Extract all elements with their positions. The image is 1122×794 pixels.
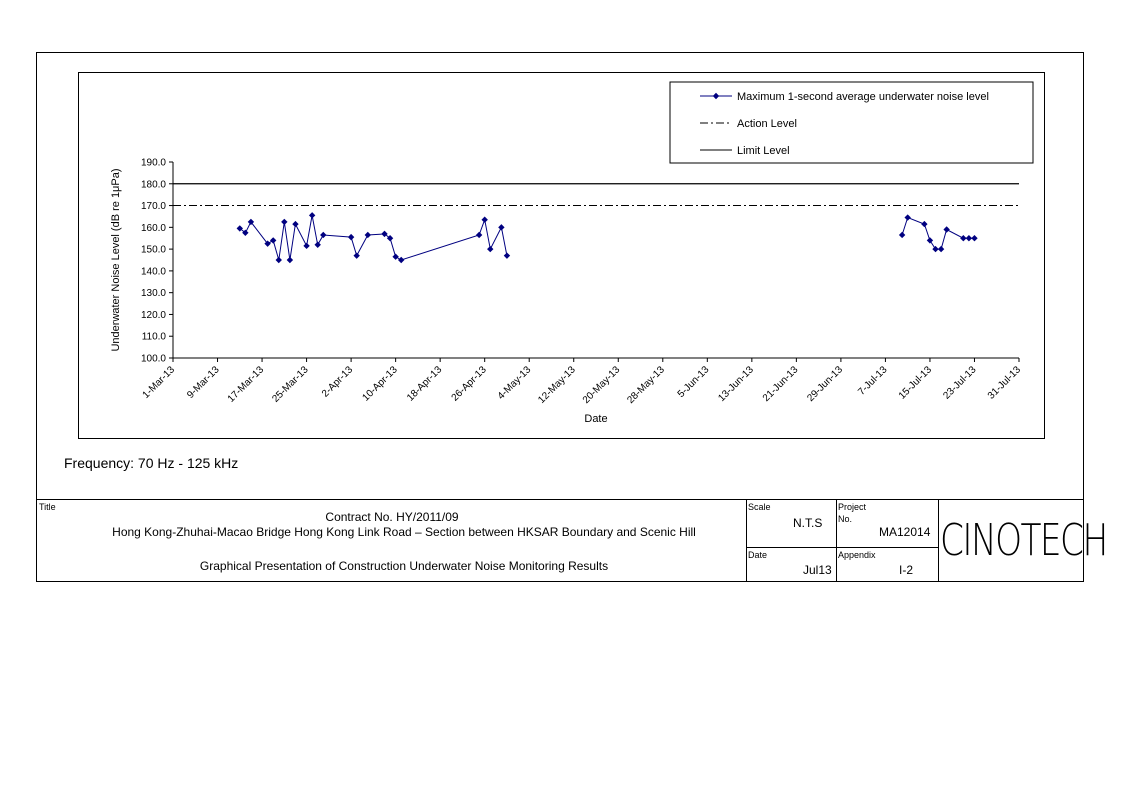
frequency-note: Frequency: 70 Hz - 125 kHz [64, 455, 239, 471]
y-tick-label: 180.0 [141, 179, 166, 190]
data-point [236, 225, 243, 232]
data-point [498, 224, 505, 231]
y-tick-label: 100.0 [141, 354, 166, 365]
x-tick-label: 28-May-13 [625, 364, 667, 406]
data-point [898, 231, 906, 239]
data-point [320, 231, 327, 239]
x-tick-label: 23-Jul-13 [941, 364, 979, 402]
scale-value: N.T.S [793, 516, 823, 530]
x-tick-label: 15-Jul-13 [897, 364, 935, 402]
y-tick-label: 160.0 [141, 223, 166, 234]
divider [746, 547, 938, 548]
y-tick-label: 150.0 [141, 245, 166, 256]
data-point [971, 235, 978, 242]
data-point [904, 214, 911, 221]
x-tick-label: 12-May-13 [536, 364, 578, 406]
legend-marker-noise [712, 92, 720, 100]
data-point [286, 256, 294, 264]
data-point [503, 252, 511, 259]
noise-level-line [239, 215, 508, 261]
legend-label-action: Action Level [737, 118, 797, 130]
divider [836, 500, 837, 582]
data-point [397, 256, 405, 264]
data-point [943, 226, 950, 233]
drawing-title: Graphical Presentation of Construction U… [199, 559, 609, 573]
data-point [921, 220, 928, 228]
appendix-value: I-2 [899, 563, 914, 577]
data-point [386, 235, 394, 242]
project-title: Hong Kong-Zhuhai-Macao Bridge Hong Kong … [112, 525, 696, 539]
data-point [264, 240, 271, 247]
data-point [364, 231, 372, 239]
legend-label-noise: Maximum 1-second average underwater nois… [737, 91, 989, 103]
appendix-label: Appendix [838, 550, 876, 560]
y-tick-label: 110.0 [142, 332, 167, 343]
x-tick-label: 29-Jun-13 [805, 364, 845, 404]
data-point [475, 231, 483, 239]
x-tick-label: 18-Apr-13 [405, 364, 445, 404]
data-point [481, 216, 488, 223]
x-tick-label: 5-Jun-13 [676, 364, 712, 400]
scale-label: Scale [748, 502, 771, 512]
y-tick-label: 130.0 [141, 288, 166, 299]
data-point [353, 252, 360, 259]
data-point [381, 230, 388, 238]
project-no-label: No. [838, 514, 853, 524]
y-axis-label: Underwater Noise Level (dB re 1μPa) [110, 168, 122, 351]
x-tick-label: 1-Mar-13 [141, 364, 178, 401]
data-point [960, 235, 967, 242]
data-point [487, 245, 494, 253]
x-tick-label: 9-Mar-13 [185, 364, 222, 401]
x-tick-label: 2-Apr-13 [320, 364, 356, 400]
data-point [275, 256, 282, 264]
x-axis-label: Date [584, 413, 607, 425]
date-label: Date [748, 550, 768, 560]
data-point [269, 237, 277, 244]
data-point [937, 245, 945, 253]
y-tick-label: 190.0 [141, 158, 166, 169]
legend-label-limit: Limit Level [737, 145, 790, 157]
x-tick-label: 10-Apr-13 [361, 364, 401, 404]
data-point [292, 220, 299, 228]
title-block: Title Contract No. HY/2011/09 Hong Kong-… [37, 499, 1108, 582]
x-tick-label: 21-Jun-13 [761, 364, 801, 404]
x-tick-label: 20-May-13 [581, 364, 623, 406]
data-point [303, 242, 310, 250]
date-value: Jul13 [803, 563, 832, 577]
divider [746, 500, 747, 582]
noise-level-line [901, 216, 975, 250]
contract-no: Contract No. HY/2011/09 [325, 510, 459, 524]
data-point [281, 218, 288, 226]
project-label: Project [838, 502, 867, 512]
cinotech-logo: CINOTECH [940, 515, 1108, 566]
x-tick-label: 26-Apr-13 [450, 364, 490, 404]
data-point [308, 212, 316, 219]
data-point [965, 235, 973, 242]
divider [938, 500, 939, 582]
y-tick-label: 120.0 [141, 310, 166, 321]
data-point [392, 253, 399, 260]
data-point [347, 233, 355, 241]
data-point [242, 229, 249, 236]
noise-chart: 100.0 110.0 120.0 130.0 140.0 150.0 160.0 170.0… [110, 81, 1034, 425]
report-sheet: 100.0 110.0 120.0 130.0 140.0 150.0 160.0 170.0… [36, 52, 1108, 582]
data-point [314, 241, 321, 248]
x-tick-label: 17-Mar-13 [226, 364, 267, 405]
data-point [926, 237, 934, 244]
x-tick-label: 31-Jul-13 [986, 364, 1024, 402]
x-tick-label: 4-May-13 [496, 364, 534, 402]
chart-frame: 100.0 110.0 120.0 130.0 140.0 150.0 160.0 170.0… [78, 72, 1045, 439]
x-tick-label: 13-Jun-13 [716, 364, 756, 404]
x-tick-label: 25-Mar-13 [270, 364, 311, 405]
y-tick-label: 170.0 [141, 201, 166, 212]
project-value: MA12014 [879, 525, 931, 539]
data-point [247, 218, 255, 226]
x-tick-label: 7-Jul-13 [856, 364, 890, 398]
data-point [932, 245, 939, 253]
y-tick-label: 140.0 [141, 266, 166, 277]
title-label: Title [39, 502, 56, 512]
